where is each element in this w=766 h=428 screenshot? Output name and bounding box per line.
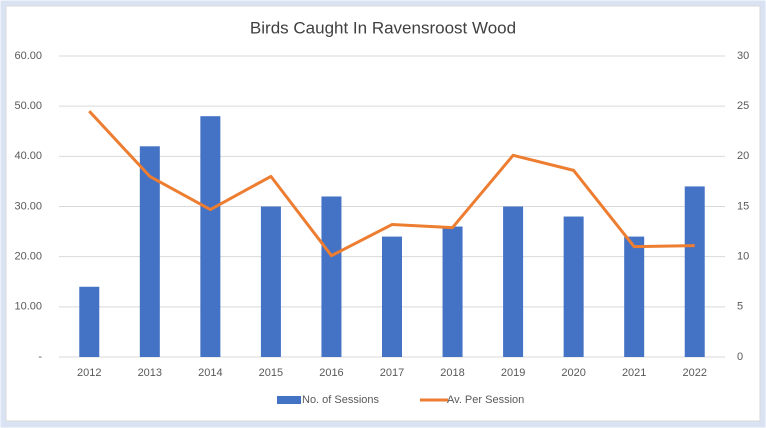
y2-tick-label: 30: [737, 50, 749, 62]
bar: [442, 226, 463, 357]
y2-tick-label: 20: [737, 150, 749, 162]
y2-tick-label: 10: [737, 251, 749, 263]
bar: [624, 236, 645, 357]
legend-label: No. of Sessions: [302, 394, 380, 406]
x-tick-label: 2014: [198, 367, 222, 379]
y2-tick-label: 25: [737, 100, 749, 112]
legend-swatch: [277, 396, 301, 404]
x-tick-label: 2020: [561, 367, 585, 379]
bar: [321, 196, 342, 357]
y-tick-label: 20.00: [14, 251, 42, 263]
y2-tick-label: 5: [737, 301, 743, 313]
x-tick-label: 2015: [259, 367, 283, 379]
y-tick-label: 10.00: [14, 301, 42, 313]
y-tick-label: 50.00: [14, 100, 42, 112]
x-tick-label: 2022: [682, 367, 706, 379]
y-tick-label: 40.00: [14, 150, 42, 162]
x-tick-label: 2012: [77, 367, 101, 379]
x-tick-label: 2021: [622, 367, 646, 379]
x-tick-label: 2017: [380, 367, 404, 379]
y-tick-label: 60.00: [14, 50, 42, 62]
x-tick-label: 2018: [440, 367, 464, 379]
y-tick-label: -: [38, 351, 42, 363]
line: [88, 110, 695, 258]
y2-tick-label: 15: [737, 200, 749, 212]
chart-area: [5, 5, 761, 422]
chart-title: Birds Caught In Ravensroost Wood: [250, 18, 516, 37]
y2-tick-label: 0: [737, 351, 743, 363]
legend-label: Av. Per Session: [447, 394, 524, 406]
bar: [503, 206, 524, 357]
bar: [563, 216, 584, 357]
x-tick-label: 2016: [319, 367, 343, 379]
bar: [382, 236, 402, 357]
bar: [684, 186, 705, 357]
x-tick-label: 2019: [501, 367, 525, 379]
bar: [260, 206, 281, 357]
y-tick-label: 30.00: [14, 200, 42, 212]
bar: [79, 286, 100, 357]
bar: [139, 146, 160, 357]
x-tick-label: 2013: [138, 367, 162, 379]
bar: [200, 116, 221, 357]
